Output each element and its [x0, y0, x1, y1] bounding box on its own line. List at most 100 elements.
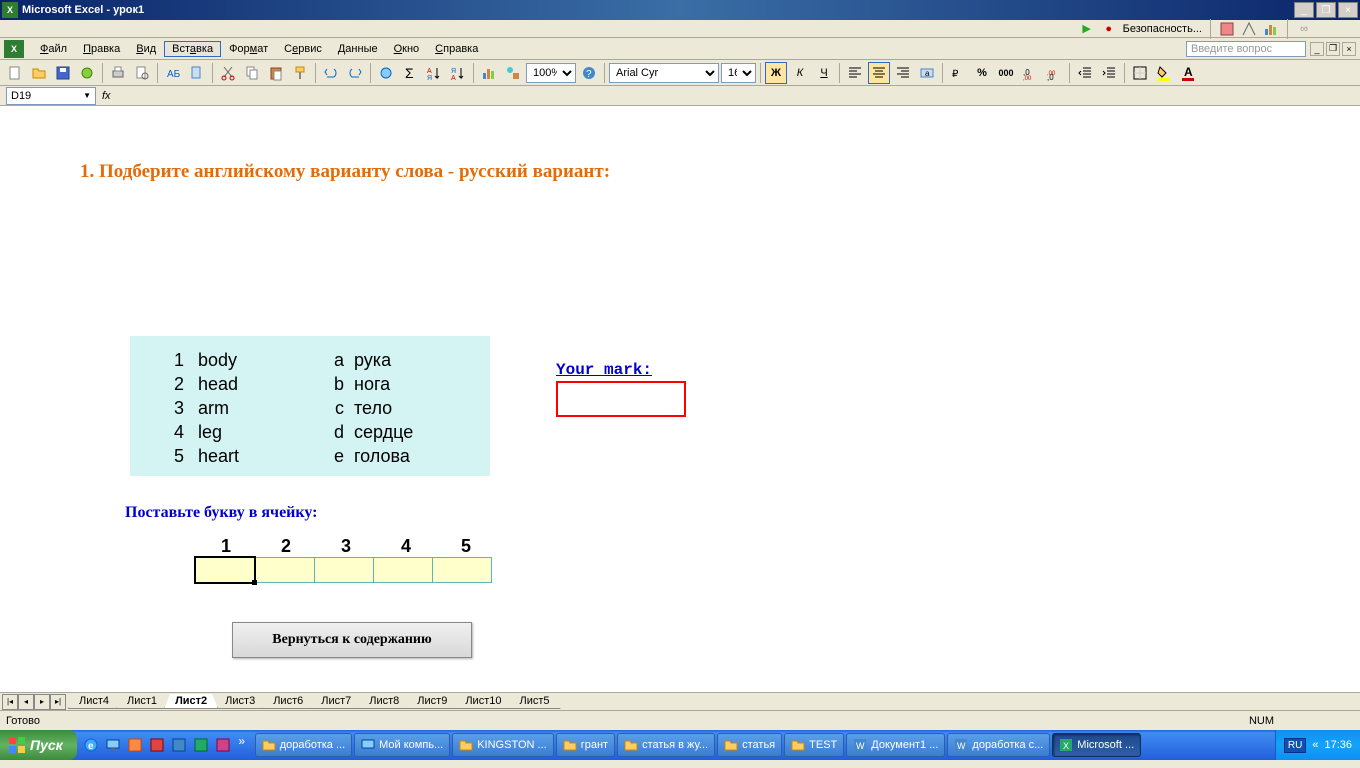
align-left-icon[interactable]: [844, 62, 866, 84]
close-button[interactable]: ×: [1338, 2, 1358, 18]
tool-icon-1[interactable]: [1219, 21, 1235, 37]
sort-desc-icon[interactable]: ЯА: [447, 62, 469, 84]
sheet-tab[interactable]: Лист1: [116, 694, 168, 709]
answer-cell[interactable]: [432, 557, 492, 583]
sheet-tab[interactable]: Лист6: [262, 694, 314, 709]
outlook-icon[interactable]: [125, 734, 145, 756]
excel-menu-icon[interactable]: X: [4, 40, 24, 58]
worksheet[interactable]: 1. Подберите английскому варианту слова …: [0, 106, 1360, 692]
security-label[interactable]: Безопасность...: [1123, 23, 1202, 35]
sheet-tab[interactable]: Лист10: [454, 694, 512, 709]
sheet-tab[interactable]: Лист8: [358, 694, 410, 709]
fill-color-icon[interactable]: [1153, 62, 1175, 84]
underline-button[interactable]: Ч: [813, 62, 835, 84]
record-icon[interactable]: ●: [1101, 21, 1117, 37]
word-icon[interactable]: [169, 734, 189, 756]
taskbar-task[interactable]: Wдоработка с...: [947, 733, 1050, 757]
paste-icon[interactable]: [265, 62, 287, 84]
taskbar-task[interactable]: WДокумент1 ...: [846, 733, 945, 757]
align-center-icon[interactable]: [868, 62, 890, 84]
fx-icon[interactable]: fx: [102, 90, 111, 102]
doc-minimize[interactable]: _: [1310, 42, 1324, 56]
menu-edit[interactable]: Правка: [75, 41, 128, 57]
answer-cell[interactable]: [373, 557, 433, 583]
doc-close[interactable]: ×: [1342, 42, 1356, 56]
hyperlink-icon[interactable]: [375, 62, 397, 84]
tab-next-icon[interactable]: ▸: [34, 694, 50, 710]
tool-icon-3[interactable]: [1263, 21, 1279, 37]
ie-icon[interactable]: e: [81, 734, 101, 756]
tool-icon-2[interactable]: [1241, 21, 1257, 37]
font-combo[interactable]: Arial Cyr: [609, 63, 719, 83]
taskbar-task[interactable]: Мой компь...: [354, 733, 450, 757]
mark-box[interactable]: [556, 381, 686, 417]
taskbar-task[interactable]: TEST: [784, 733, 844, 757]
format-painter-icon[interactable]: [289, 62, 311, 84]
sheet-tab[interactable]: Лист4: [68, 694, 120, 709]
size-combo[interactable]: 16: [721, 63, 756, 83]
desktop-icon[interactable]: [103, 734, 123, 756]
tab-first-icon[interactable]: |◂: [2, 694, 18, 710]
currency-icon[interactable]: ₽: [947, 62, 969, 84]
sheet-tab[interactable]: Лист7: [310, 694, 362, 709]
spell-icon[interactable]: АБ: [162, 62, 184, 84]
new-icon[interactable]: [4, 62, 26, 84]
chart-icon[interactable]: [478, 62, 500, 84]
doc-restore[interactable]: ❐: [1326, 42, 1340, 56]
answer-cell[interactable]: [314, 557, 374, 583]
undo-icon[interactable]: [320, 62, 342, 84]
ql-expand[interactable]: »: [235, 734, 249, 756]
minimize-button[interactable]: _: [1294, 2, 1314, 18]
answer-cell[interactable]: [255, 557, 315, 583]
menu-file[interactable]: Файл: [32, 41, 75, 57]
print-icon[interactable]: [107, 62, 129, 84]
help-input[interactable]: [1186, 41, 1306, 57]
menu-data[interactable]: Данные: [330, 41, 386, 57]
sheet-tab[interactable]: Лист5: [508, 694, 560, 709]
comma-icon[interactable]: 000: [995, 62, 1017, 84]
percent-icon[interactable]: %: [971, 62, 993, 84]
dec-decimal-icon[interactable]: ,00,0: [1043, 62, 1065, 84]
drawing-icon[interactable]: [502, 62, 524, 84]
name-box[interactable]: D19▼: [6, 87, 96, 105]
link-icon[interactable]: ∞: [1296, 21, 1312, 37]
help-icon[interactable]: ?: [578, 62, 600, 84]
taskbar-task[interactable]: доработка ...: [255, 733, 352, 757]
sheet-tab[interactable]: Лист9: [406, 694, 458, 709]
taskbar-task[interactable]: статья: [717, 733, 782, 757]
zoom-combo[interactable]: 100%: [526, 63, 576, 83]
answer-cell[interactable]: [194, 556, 256, 584]
copy-icon[interactable]: [241, 62, 263, 84]
back-button[interactable]: Вернуться к содержанию: [232, 622, 472, 658]
sort-asc-icon[interactable]: АЯ: [423, 62, 445, 84]
inc-decimal-icon[interactable]: ,0,00: [1019, 62, 1041, 84]
merge-icon[interactable]: a: [916, 62, 938, 84]
menu-window[interactable]: Окно: [386, 41, 428, 57]
cut-icon[interactable]: [217, 62, 239, 84]
open-icon[interactable]: [28, 62, 50, 84]
menu-format[interactable]: Формат: [221, 41, 276, 57]
start-button[interactable]: Пуск: [0, 730, 77, 760]
research-icon[interactable]: [186, 62, 208, 84]
dec-indent-icon[interactable]: [1074, 62, 1096, 84]
menu-insert[interactable]: Вставка: [164, 41, 221, 57]
permission-icon[interactable]: [76, 62, 98, 84]
lang-indicator[interactable]: RU: [1284, 738, 1306, 753]
inc-indent-icon[interactable]: [1098, 62, 1120, 84]
sheet-tab[interactable]: Лист3: [214, 694, 266, 709]
tab-prev-icon[interactable]: ◂: [18, 694, 34, 710]
italic-button[interactable]: К: [789, 62, 811, 84]
bold-button[interactable]: Ж: [765, 62, 787, 84]
taskbar-task[interactable]: грант: [556, 733, 615, 757]
taskbar-task[interactable]: XMicrosoft ...: [1052, 733, 1141, 757]
excel-ql-icon[interactable]: [191, 734, 211, 756]
play-icon[interactable]: ▶: [1079, 21, 1095, 37]
taskbar-task[interactable]: статья в жу...: [617, 733, 715, 757]
font-color-icon[interactable]: A: [1177, 62, 1199, 84]
autosum-icon[interactable]: Σ: [399, 62, 421, 84]
tray-expand-icon[interactable]: «: [1312, 739, 1318, 751]
redo-icon[interactable]: [344, 62, 366, 84]
menu-help[interactable]: Справка: [427, 41, 486, 57]
sheet-tab[interactable]: Лист2: [164, 694, 218, 709]
access-icon[interactable]: [213, 734, 233, 756]
